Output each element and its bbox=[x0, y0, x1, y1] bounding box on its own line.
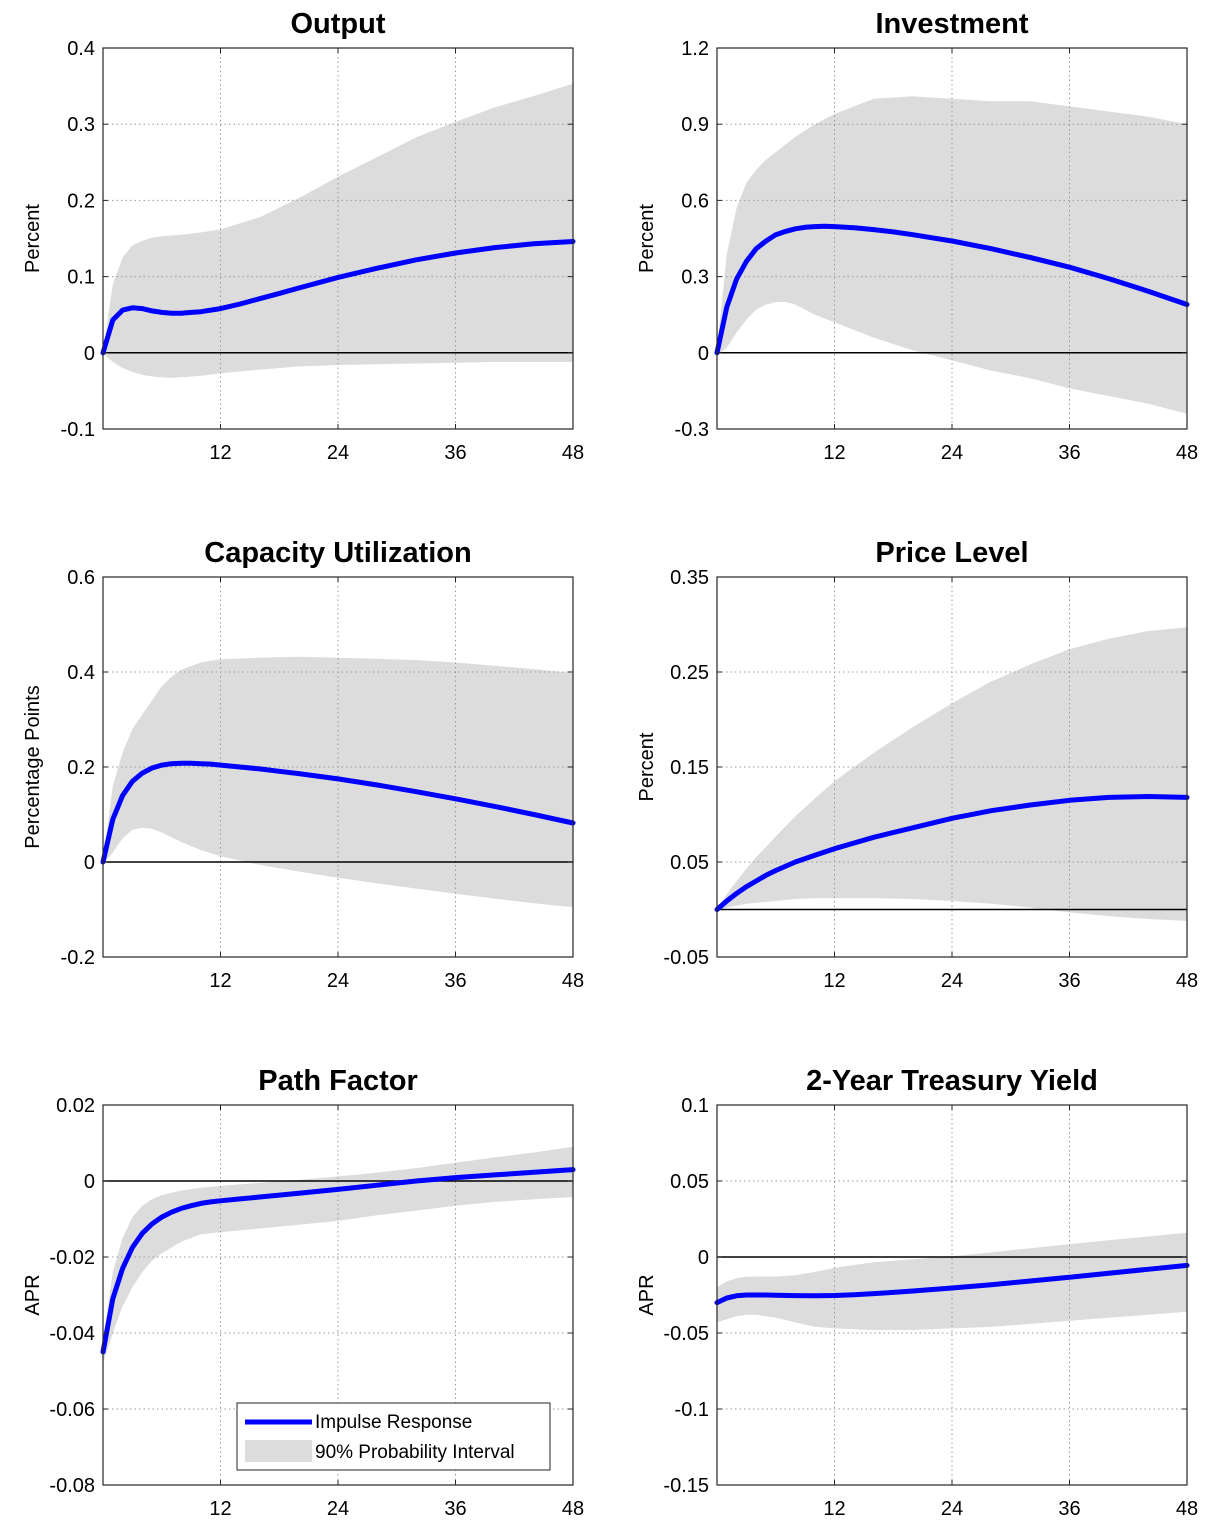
x-tick-label: 12 bbox=[823, 1498, 845, 1520]
legend: Impulse Response 90% Probability Interval bbox=[236, 1402, 551, 1471]
y-tick-label: 0 bbox=[84, 852, 95, 874]
y-tick-label: -0.02 bbox=[49, 1247, 95, 1269]
x-tick-label: 12 bbox=[209, 970, 231, 992]
x-tick-label: 12 bbox=[823, 442, 845, 464]
y-tick-label: 0.6 bbox=[681, 190, 709, 212]
y-tick-label: -0.2 bbox=[61, 947, 95, 969]
y-tick-label: -0.15 bbox=[663, 1475, 709, 1497]
chart-title: Price Level bbox=[875, 537, 1028, 569]
y-tick-label: 0.05 bbox=[670, 1171, 709, 1193]
x-tick-label: 36 bbox=[1058, 970, 1080, 992]
impulse-response-line bbox=[100, 760, 576, 865]
y-tick-label: 0 bbox=[84, 343, 95, 365]
y-tick-label: 0.05 bbox=[670, 852, 709, 874]
y-axis-label: APR bbox=[22, 1274, 44, 1315]
x-tick-label: 24 bbox=[941, 970, 963, 992]
chart-panel-4: 12 24 36 48 -0.05 0.05 0.15 0.25 0.35 Price Level… bbox=[636, 537, 1198, 992]
y-tick-label: 0.3 bbox=[67, 114, 95, 136]
impulse-response-line bbox=[100, 239, 576, 356]
y-tick-label: 0.35 bbox=[670, 567, 709, 589]
x-tick-label: 24 bbox=[941, 442, 963, 464]
x-tick-label: 12 bbox=[209, 1498, 231, 1520]
y-tick-label: -0.04 bbox=[49, 1323, 95, 1345]
x-tick-label: 24 bbox=[327, 1498, 349, 1520]
x-tick-label: 24 bbox=[327, 442, 349, 464]
y-tick-label: -0.08 bbox=[49, 1475, 95, 1497]
y-tick-label: 0.25 bbox=[670, 662, 709, 684]
x-tick-label: 48 bbox=[562, 970, 584, 992]
x-tick-label: 36 bbox=[1058, 442, 1080, 464]
y-tick-label: -0.05 bbox=[663, 947, 709, 969]
x-tick-label: 48 bbox=[1176, 1498, 1198, 1520]
x-tick-label: 36 bbox=[1058, 1498, 1080, 1520]
x-tick-label: 36 bbox=[444, 970, 466, 992]
chart-panel-3: 12 24 36 48 -0.2 0 0.2 0.4 0.6 Capacity Utilizati… bbox=[22, 537, 584, 992]
y-tick-label: 0 bbox=[698, 343, 709, 365]
chart-panel-2: 12 24 36 48 -0.3 0 0.3 0.6 0.9 1.2 Investment Perce… bbox=[636, 8, 1198, 464]
y-tick-label: 0 bbox=[698, 1247, 709, 1269]
legend-interval-label: 90% Probability Interval bbox=[315, 1442, 515, 1463]
y-tick-label: 0.9 bbox=[681, 114, 709, 136]
probability-band bbox=[103, 656, 573, 908]
y-tick-label: 0.02 bbox=[56, 1095, 95, 1117]
chart-panel-5: 12 24 36 48 -0.08 -0.06 -0.04 -0.02 0 0.02 Path Fa… bbox=[22, 1065, 584, 1520]
x-tick-label: 12 bbox=[209, 442, 231, 464]
x-tick-label: 24 bbox=[327, 970, 349, 992]
chart-title: 2-Year Treasury Yield bbox=[806, 1065, 1098, 1097]
y-tick-label: 0 bbox=[84, 1171, 95, 1193]
x-tick-label: 48 bbox=[562, 442, 584, 464]
y-axis-label: Percent bbox=[636, 204, 658, 273]
x-tick-label: 36 bbox=[444, 442, 466, 464]
y-tick-label: 0.4 bbox=[67, 662, 95, 684]
y-tick-label: -0.3 bbox=[675, 419, 709, 441]
y-axis-label: Percent bbox=[22, 204, 44, 273]
x-tick-label: 12 bbox=[823, 970, 845, 992]
legend-impulse-label: Impulse Response bbox=[315, 1412, 472, 1433]
x-tick-label: 36 bbox=[444, 1498, 466, 1520]
chart-title: Capacity Utilization bbox=[204, 537, 472, 569]
legend-band-swatch bbox=[245, 1440, 312, 1462]
y-tick-label: 0.2 bbox=[67, 190, 95, 212]
x-tick-label: 48 bbox=[1176, 442, 1198, 464]
y-axis-label: APR bbox=[636, 1274, 658, 1315]
chart-title: Investment bbox=[875, 8, 1028, 40]
x-tick-label: 48 bbox=[1176, 970, 1198, 992]
y-tick-label: 0.4 bbox=[67, 38, 95, 60]
y-tick-label: 0.6 bbox=[67, 567, 95, 589]
y-tick-label: 0.2 bbox=[67, 757, 95, 779]
impulse-response-line bbox=[714, 223, 1190, 356]
chart-title: Path Factor bbox=[258, 1065, 418, 1097]
y-axis-label: Percent bbox=[636, 732, 658, 801]
impulse-response-line bbox=[714, 794, 1190, 912]
y-tick-label: -0.1 bbox=[61, 419, 95, 441]
chart-title: Output bbox=[290, 8, 385, 40]
chart-panel-1: 12 24 36 48 -0.1 0 0.1 0.2 0.3 0.4 Output Percent bbox=[22, 8, 584, 464]
impulse-response-line bbox=[100, 1167, 576, 1355]
y-tick-label: -0.05 bbox=[663, 1323, 709, 1345]
y-tick-label: 1.2 bbox=[681, 38, 709, 60]
chart-panel-6: 12 24 36 48 -0.15 -0.1 -0.05 0 0.05 0.1 2-Year Tre… bbox=[636, 1065, 1198, 1520]
y-tick-label: -0.06 bbox=[49, 1399, 95, 1421]
y-tick-label: 0.3 bbox=[681, 267, 709, 289]
y-tick-label: 0.1 bbox=[67, 267, 95, 289]
x-tick-label: 24 bbox=[941, 1498, 963, 1520]
x-tick-label: 48 bbox=[562, 1498, 584, 1520]
y-tick-label: 0.1 bbox=[681, 1095, 709, 1117]
y-axis-label: Percentage Points bbox=[22, 685, 44, 848]
impulse-response-line bbox=[714, 1262, 1190, 1306]
y-tick-label: -0.1 bbox=[675, 1399, 709, 1421]
y-tick-label: 0.15 bbox=[670, 757, 709, 779]
